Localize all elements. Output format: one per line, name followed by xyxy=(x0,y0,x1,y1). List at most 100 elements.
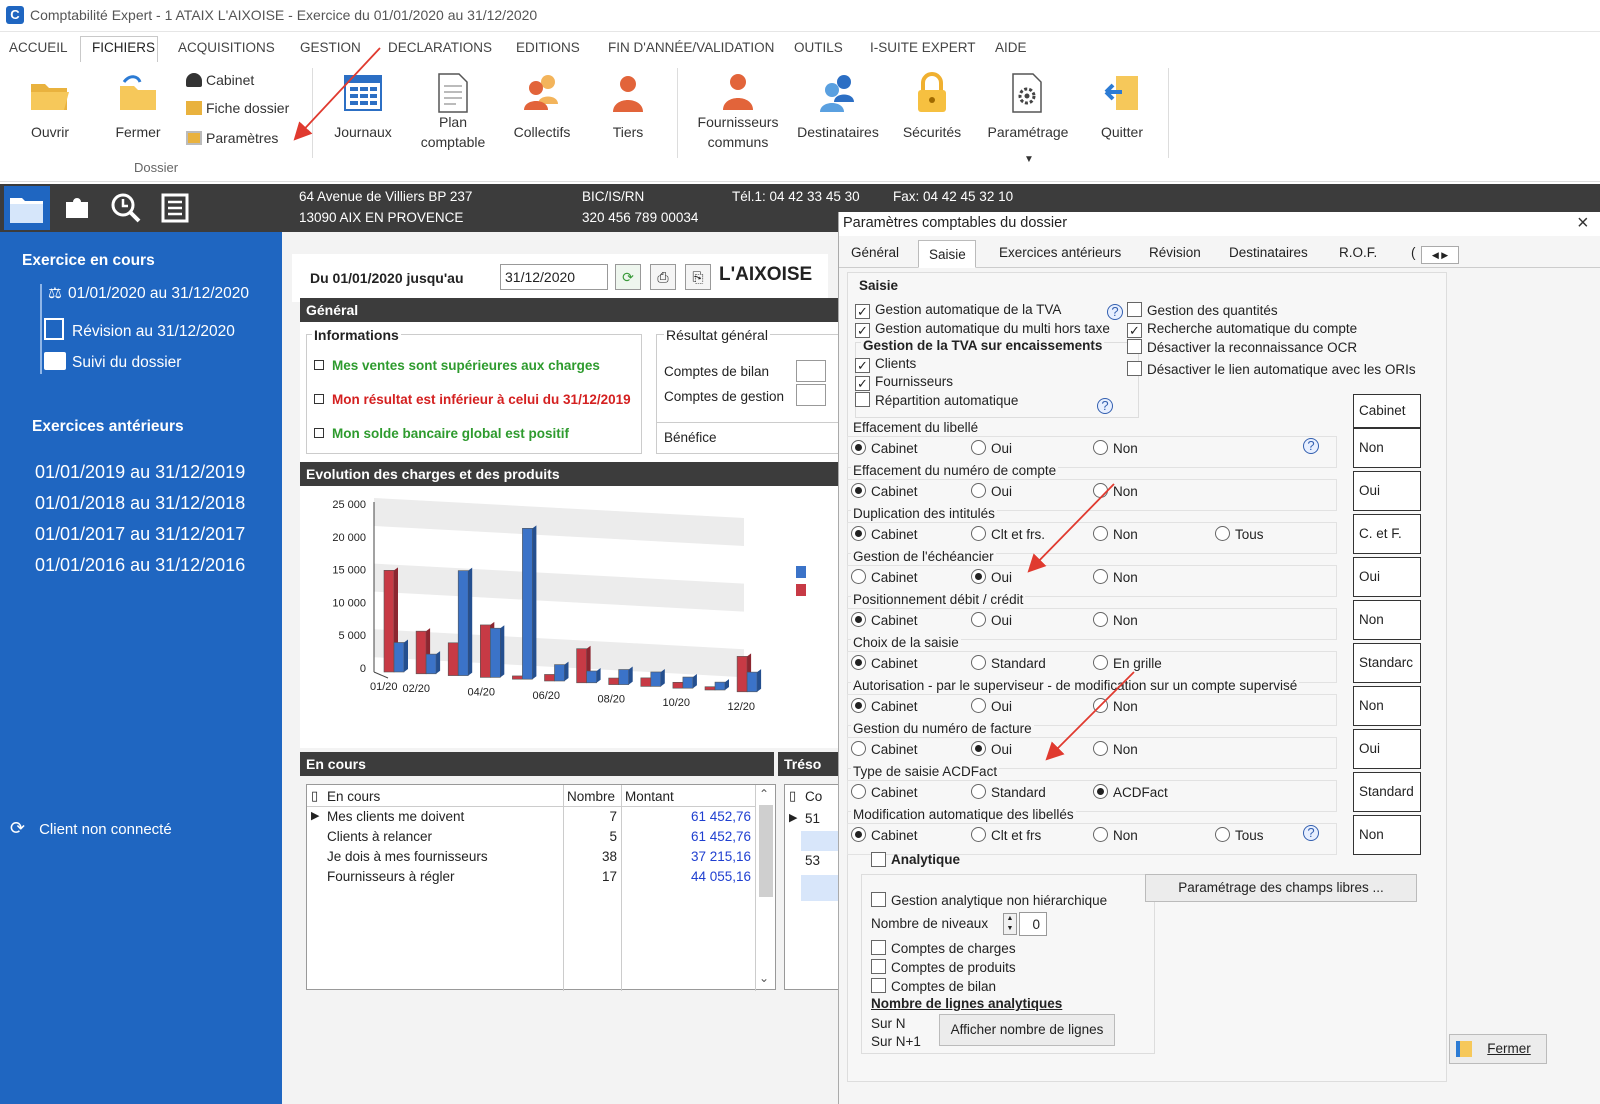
check-right-1[interactable]: ✓ Recherche automatique du compte xyxy=(1127,321,1357,338)
radio-option[interactable]: Cabinet xyxy=(851,784,918,802)
radio-option[interactable]: ACDFact xyxy=(1093,784,1168,802)
radio-option[interactable]: Cabinet xyxy=(851,612,918,630)
ribbon-collectifs[interactable] xyxy=(520,72,564,117)
radio-option[interactable]: Cabinet xyxy=(851,483,918,501)
ribbon-ouvrir-label[interactable]: Ouvrir xyxy=(30,124,70,140)
sidebar-item-2018[interactable]: 01/01/2018 au 31/12/2018 xyxy=(35,493,246,513)
radio-option[interactable]: Tous xyxy=(1215,526,1264,544)
menu-fin-annee[interactable]: FIN D'ANNÉE/VALIDATION xyxy=(608,40,775,55)
checkbox-box[interactable] xyxy=(855,392,870,407)
radio-button[interactable] xyxy=(971,698,986,713)
period-end-field[interactable]: 31/12/2020 xyxy=(500,264,608,290)
radio-option[interactable]: Cabinet xyxy=(851,526,918,544)
radio-option[interactable]: Standard xyxy=(971,655,1046,673)
checkbox-box[interactable] xyxy=(871,852,886,867)
radio-option[interactable]: Cabinet xyxy=(851,698,918,716)
ribbon-securites[interactable] xyxy=(914,72,950,117)
checkbox-box[interactable]: ✓ xyxy=(1127,323,1142,338)
radio-option[interactable]: Oui xyxy=(971,698,1012,716)
radio-option[interactable]: Cabinet xyxy=(851,827,918,845)
help-icon[interactable]: ? xyxy=(1303,438,1319,454)
checkbox-box[interactable] xyxy=(871,978,886,993)
radio-option[interactable]: Non xyxy=(1093,612,1138,630)
radio-option[interactable]: Oui xyxy=(971,612,1012,630)
chevron-right-icon[interactable]: ▶ xyxy=(1441,250,1449,260)
radio-button[interactable] xyxy=(851,440,866,455)
ribbon-collectifs-label[interactable]: Collectifs xyxy=(513,124,571,140)
radio-button[interactable] xyxy=(1093,569,1108,584)
tab-destinataires[interactable]: Destinataires xyxy=(1229,245,1308,260)
radio-option[interactable]: Cabinet xyxy=(851,569,918,587)
radio-option[interactable]: Cabinet xyxy=(851,440,918,458)
checkbox-box[interactable] xyxy=(871,940,886,955)
radio-button[interactable] xyxy=(971,827,986,842)
radio-button[interactable] xyxy=(971,526,986,541)
radio-button[interactable] xyxy=(971,612,986,627)
radio-option[interactable]: Cabinet xyxy=(851,741,918,759)
checkbox-box[interactable] xyxy=(871,959,886,974)
sidebar-item-suivi[interactable]: Suivi du dossier xyxy=(42,352,181,372)
menu-declarations[interactable]: DECLARATIONS xyxy=(388,40,493,55)
export-icon[interactable]: ⎘ xyxy=(685,264,711,290)
ribbon-journaux-label[interactable]: Journaux xyxy=(334,124,392,140)
radio-button[interactable] xyxy=(851,741,866,756)
radio-button[interactable] xyxy=(971,655,986,670)
ribbon-quitter[interactable] xyxy=(1102,72,1142,117)
table-row-label[interactable]: Je dois à mes fournisseurs xyxy=(327,849,488,864)
check-right-3[interactable]: Désactiver le lien automatique avec les … xyxy=(1127,361,1416,379)
radio-option[interactable]: Oui xyxy=(971,483,1012,501)
ribbon-tiers-label[interactable]: Tiers xyxy=(612,124,644,140)
ribbon-fermer-label[interactable]: Fermer xyxy=(115,124,161,140)
check-left-1[interactable]: ✓ Gestion automatique du multi hors taxe xyxy=(855,321,1110,338)
checkbox-box[interactable] xyxy=(1127,361,1142,376)
ana-check-1[interactable]: Comptes de produits xyxy=(871,959,1016,977)
radio-button[interactable] xyxy=(851,483,866,498)
sidebar-item-2016[interactable]: 01/01/2016 au 31/12/2016 xyxy=(35,555,246,575)
radio-option[interactable]: Non xyxy=(1093,483,1138,501)
ribbon-fourn-label-2[interactable]: communs xyxy=(707,134,769,150)
help-icon[interactable]: ? xyxy=(1107,304,1123,320)
champs-libres-button[interactable]: Paramétrage des champs libres ... xyxy=(1145,874,1417,902)
ribbon-quitter-label[interactable]: Quitter xyxy=(1100,124,1143,140)
menu-aide[interactable]: AIDE xyxy=(995,40,1027,55)
tab-puzzle[interactable] xyxy=(62,192,92,225)
ribbon-plan-comptable[interactable] xyxy=(436,72,470,117)
sidebar-item-2017[interactable]: 01/01/2017 au 31/12/2017 xyxy=(35,524,246,544)
radio-button[interactable] xyxy=(851,655,866,670)
radio-button[interactable] xyxy=(851,569,866,584)
checkbox-box[interactable] xyxy=(871,892,886,907)
ribbon-parametrage[interactable] xyxy=(1010,72,1044,117)
ribbon-securites-label[interactable]: Sécurités xyxy=(902,124,962,140)
table-row-label[interactable]: Fournisseurs à régler xyxy=(327,869,455,884)
col-header-montant[interactable]: Montant xyxy=(625,789,674,804)
radio-button[interactable] xyxy=(1093,827,1108,842)
afficher-lignes-button[interactable]: Afficher nombre de lignes xyxy=(939,1014,1115,1046)
ribbon-tiers[interactable] xyxy=(610,72,646,117)
radio-button[interactable] xyxy=(851,612,866,627)
check-right-0[interactable]: Gestion des quantités xyxy=(1127,302,1278,320)
radio-option[interactable]: Oui xyxy=(971,440,1012,458)
radio-option[interactable]: Non xyxy=(1093,827,1138,845)
ribbon-destinataires[interactable] xyxy=(816,72,860,117)
radio-button[interactable] xyxy=(971,784,986,799)
tab-rof[interactable]: R.O.F. xyxy=(1339,245,1378,260)
checkbox-box[interactable]: ✓ xyxy=(855,323,870,338)
ribbon-plan-label-1[interactable]: Plan xyxy=(438,114,468,130)
radio-option[interactable]: Cabinet xyxy=(851,655,918,673)
ribbon-fournisseurs-communs[interactable] xyxy=(720,70,756,115)
check-tva-0[interactable]: ✓ Clients xyxy=(855,356,916,373)
help-icon[interactable]: ? xyxy=(1303,825,1319,841)
tab-history[interactable] xyxy=(110,192,142,227)
menu-editions[interactable]: EDITIONS xyxy=(516,40,580,55)
tab-folder[interactable] xyxy=(4,186,50,230)
checkbox-box[interactable]: ✓ xyxy=(855,376,870,391)
radio-button[interactable] xyxy=(1093,784,1108,799)
sidebar-item-current-exercise[interactable]: ⚖ 01/01/2020 au 31/12/2020 xyxy=(42,284,249,303)
radio-option[interactable]: Non xyxy=(1093,569,1138,587)
check-tva-1[interactable]: ✓ Fournisseurs xyxy=(855,374,953,391)
ana-non-hier-checkbox[interactable] xyxy=(871,892,886,910)
scroll-up-icon[interactable]: ⌃ xyxy=(759,787,770,801)
radio-button[interactable] xyxy=(971,483,986,498)
menu-acquisitions[interactable]: ACQUISITIONS xyxy=(178,40,275,55)
ribbon-ouvrir[interactable] xyxy=(28,72,72,122)
